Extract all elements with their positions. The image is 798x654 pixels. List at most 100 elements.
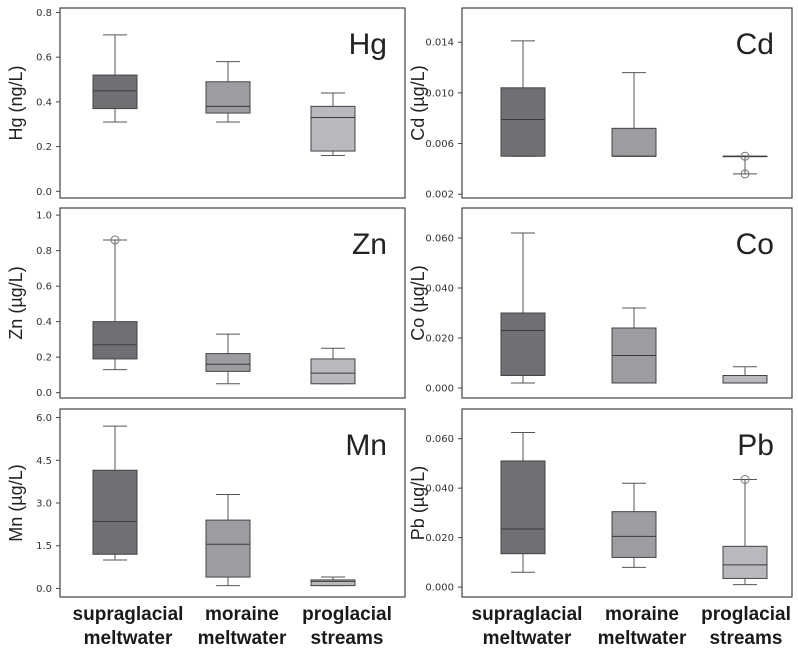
y-tick-label: 0.010 [425,88,454,99]
box-2 [205,333,251,385]
y-tick-label: 0.2 [36,142,52,153]
category-label-proglacial: proglacial streams [676,603,798,651]
box-1 [92,34,138,123]
box-3 [310,576,356,587]
plot-frame [461,7,793,199]
iqr-box [500,312,546,376]
plot-frame [461,207,793,399]
iqr-box [92,321,138,360]
iqr-box [722,545,768,579]
panel-title: Pb [737,429,774,462]
y-tick-label: 6.0 [36,413,52,424]
y-tick-label: 0.6 [36,53,52,64]
panel-co: 0.000 0.020 0.040 0.060 Co (µg/L) Co [408,207,793,399]
category-line: meltwater [482,628,572,649]
iqr-box [611,511,657,558]
category-label-moraine: moraine meltwater [572,603,712,651]
y-tick-label: 0.0 [36,388,52,399]
y-tick-label: 0.020 [425,334,454,345]
outlier-point [110,235,120,245]
y-axis-label: Pb (µg/L) [408,466,428,540]
box-2 [205,493,251,587]
category-line: supraglacial [72,604,184,625]
category-line: meltwater [597,628,687,649]
iqr-box [500,87,546,157]
iqr-box [310,358,356,385]
box-1 [92,425,138,561]
iqr-box [205,519,251,578]
box-1 [92,235,138,371]
box-1 [500,232,546,384]
y-tick-label: 0.040 [425,484,454,495]
box-3 [722,366,768,384]
plot-frame [461,408,793,598]
panel-title: Hg [349,28,387,61]
y-axis-label: Mn (µg/L) [6,464,26,541]
box-3 [722,475,768,586]
category-line: proglacial [701,604,791,625]
panel-hg: 0.0 0.2 0.4 0.6 0.8 Hg (ng/L) Hg [6,7,406,199]
y-tick-label: 0.000 [425,384,454,395]
y-tick-label: 0.060 [425,234,454,245]
category-line: streams [709,628,783,649]
category-line: meltwater [83,628,173,649]
iqr-box [205,81,251,114]
category-label-supraglacial: supraglacial meltwater [457,603,597,651]
iqr-box [611,127,657,157]
category-label-supraglacial: supraglacial meltwater [58,603,198,651]
panel-mn: 0.0 1.5 3.0 4.5 6.0 Mn (µg/L) Mn [6,408,406,598]
y-tick-label: 0.060 [425,434,454,445]
category-label-moraine: moraine meltwater [172,603,312,651]
y-tick-label: 0.8 [36,8,52,19]
category-line: proglacial [302,604,392,625]
category-line: moraine [205,604,279,625]
panel-title: Co [736,228,774,261]
iqr-box [310,579,356,587]
y-tick-label: 0.014 [425,38,454,49]
panel-zn: 0.0 0.2 0.4 0.6 0.8 1.0 Zn (µg/L) Zn [6,207,406,399]
y-tick-label: 0.040 [425,284,454,295]
y-tick-label: 1.0 [36,211,52,222]
category-line: moraine [605,604,679,625]
y-tick-label: 1.5 [36,541,52,552]
y-axis-label: Zn (µg/L) [6,266,26,339]
panel-cd: 0.002 0.006 0.010 0.014 Cd (µg/L) Cd [408,7,793,201]
iqr-box [205,353,251,372]
box-1 [500,40,546,157]
y-axis-label: Co (µg/L) [408,265,428,340]
iqr-box [310,105,356,152]
outlier-point [740,151,750,161]
y-tick-label: 0.000 [425,583,454,594]
box-3 [310,347,356,385]
plot-frame [59,7,406,199]
box-1 [500,432,546,573]
panel-pb: 0.000 0.020 0.040 0.060 Pb (µg/L) Pb [408,408,793,598]
y-tick-label: 0.020 [425,533,454,544]
y-tick-label: 0.4 [36,317,52,328]
y-tick-label: 0.4 [36,97,52,108]
category-line: streams [310,628,384,649]
plot-frame [59,207,406,399]
y-tick-label: 0.0 [36,584,52,595]
y-tick-label: 4.5 [36,456,52,467]
category-label-proglacial: proglacial streams [277,603,417,651]
category-line: supraglacial [471,604,583,625]
iqr-box [500,460,546,555]
box-2 [611,307,657,384]
y-tick-label: 0.0 [36,187,52,198]
outlier-point [740,169,750,179]
y-tick-label: 3.0 [36,499,52,510]
y-axis-label: Cd (µg/L) [408,65,428,140]
box-2 [611,482,657,568]
y-tick-label: 0.002 [425,190,454,201]
y-tick-label: 0.6 [36,282,52,293]
box-2 [611,72,657,157]
y-tick-label: 0.8 [36,246,52,257]
y-tick-label: 0.006 [425,139,454,150]
panel-title: Mn [345,429,387,462]
box-3 [722,151,768,179]
panel-title: Zn [352,228,387,261]
iqr-box [92,469,138,555]
panel-title: Cd [736,28,774,61]
